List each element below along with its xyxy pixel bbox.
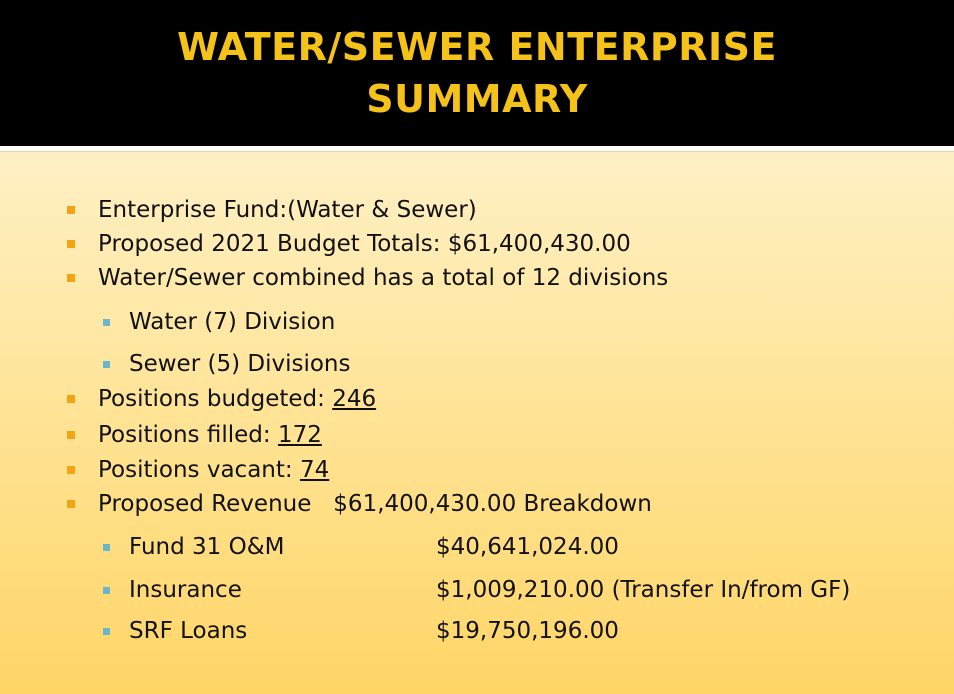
bullet-positions-budgeted: Positions budgeted: 246: [98, 385, 376, 413]
bullet-square-icon: [67, 500, 75, 508]
positions-budgeted-value: 246: [332, 386, 377, 412]
positions-filled-label: Positions filled:: [98, 422, 278, 448]
breakdown-amount-insurance: $1,009,210.00 (Transfer In/from GF): [436, 577, 851, 603]
bullet-square-icon: [67, 466, 75, 474]
positions-vacant-value: 74: [299, 457, 330, 483]
bullet-proposed-revenue: Proposed Revenue $61,400,430.00 Breakdow…: [98, 491, 652, 517]
positions-budgeted-label: Positions budgeted:: [98, 386, 333, 412]
sub-bullet-square-icon: [103, 587, 110, 594]
positions-vacant-label: Positions vacant:: [98, 457, 300, 483]
breakdown-amount-fund31: $40,641,024.00: [436, 534, 619, 560]
sub-bullet-square-icon: [103, 544, 110, 551]
breakdown-label-insurance: Insurance: [129, 577, 242, 603]
bullet-positions-filled: Positions filled: 172: [98, 421, 322, 449]
sub-bullet-square-icon: [103, 319, 110, 326]
bullet-square-icon: [67, 206, 75, 214]
bullet-square-icon: [67, 395, 75, 403]
breakdown-label-fund31: Fund 31 O&M: [129, 534, 285, 560]
breakdown-amount-srf-loans: $19,750,196.00: [436, 618, 619, 644]
slide-title-line-1: WATER/SEWER ENTERPRISE: [177, 25, 777, 69]
sub-bullet-sewer-divisions: Sewer (5) Divisions: [129, 351, 351, 377]
bullet-square-icon: [67, 274, 75, 282]
bullet-square-icon: [67, 431, 75, 439]
bullet-square-icon: [67, 240, 75, 248]
breakdown-label-srf-loans: SRF Loans: [129, 618, 248, 644]
slide-title-line-2: SUMMARY: [366, 77, 588, 121]
bullet-positions-vacant: Positions vacant: 74: [98, 456, 329, 484]
sub-bullet-square-icon: [103, 628, 110, 635]
sub-bullet-square-icon: [103, 361, 110, 368]
bullet-enterprise-fund: Enterprise Fund:(Water & Sewer): [98, 197, 477, 223]
title-band: WATER/SEWER ENTERPRISE SUMMARY: [0, 0, 954, 146]
title-divider: [0, 146, 954, 152]
bullet-divisions-total: Water/Sewer combined has a total of 12 d…: [98, 265, 669, 291]
positions-filled-value: 172: [277, 422, 322, 448]
sub-bullet-water-divisions: Water (7) Division: [129, 309, 336, 335]
bullet-budget-totals: Proposed 2021 Budget Totals: $61,400,430…: [98, 231, 631, 257]
